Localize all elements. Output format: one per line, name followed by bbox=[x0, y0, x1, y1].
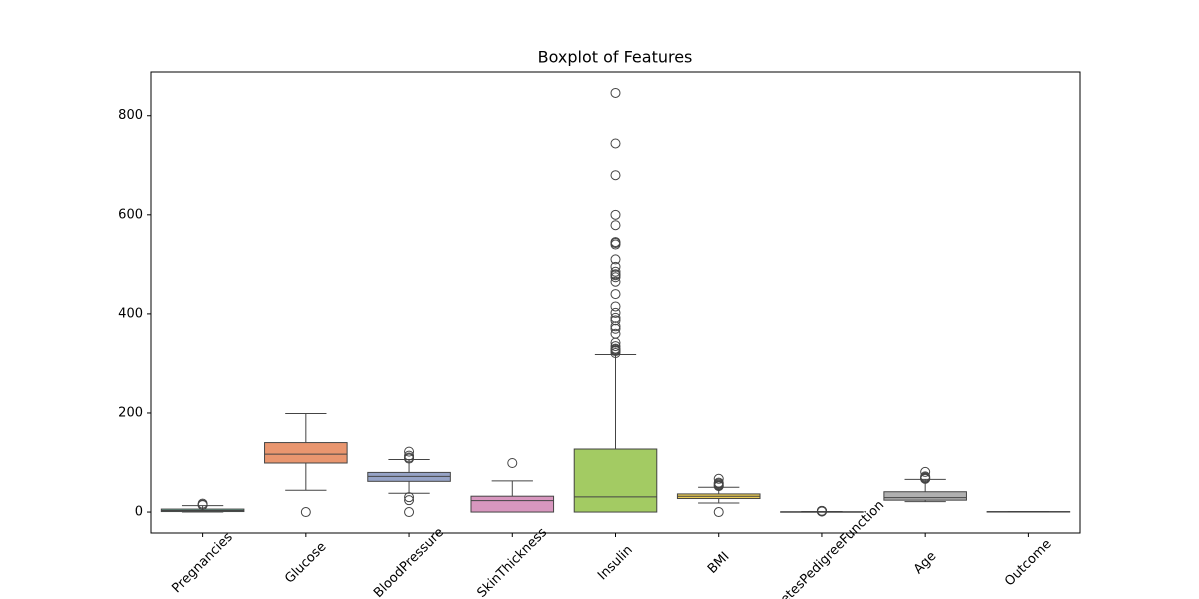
y-tick-label: 400 bbox=[118, 306, 143, 321]
outlier bbox=[610, 87, 621, 98]
outlier bbox=[197, 498, 208, 509]
outlier bbox=[610, 323, 621, 334]
outlier bbox=[404, 507, 415, 518]
outlier bbox=[610, 237, 621, 248]
outlier bbox=[610, 328, 621, 339]
outlier bbox=[610, 138, 621, 149]
y-tick-label: 600 bbox=[118, 207, 143, 222]
chart-title: Boxplot of Features bbox=[538, 48, 693, 67]
x-tick-label: Outcome bbox=[1002, 537, 1055, 590]
outlier bbox=[713, 473, 724, 484]
outlier bbox=[610, 266, 621, 277]
outlier bbox=[300, 507, 311, 518]
outlier bbox=[404, 492, 415, 503]
box bbox=[573, 448, 658, 513]
outlier bbox=[610, 269, 621, 280]
x-tick-label: Pregnancies bbox=[169, 530, 236, 597]
outlier bbox=[610, 276, 621, 287]
outlier bbox=[610, 321, 621, 332]
outlier bbox=[816, 505, 827, 516]
y-tick-label: 200 bbox=[118, 405, 143, 420]
outlier bbox=[713, 477, 724, 488]
outlier bbox=[610, 209, 621, 220]
outlier bbox=[610, 341, 621, 352]
outlier bbox=[610, 220, 621, 231]
outlier bbox=[610, 315, 621, 326]
outlier bbox=[404, 450, 415, 461]
x-tick-label: DiabetesPedigreeFunction bbox=[757, 498, 887, 599]
outlier bbox=[610, 301, 621, 312]
box bbox=[264, 442, 348, 464]
outlier bbox=[610, 170, 621, 181]
box bbox=[470, 495, 555, 513]
outlier bbox=[404, 495, 415, 506]
box bbox=[883, 491, 967, 501]
outlier bbox=[404, 446, 415, 457]
outlier bbox=[610, 289, 621, 300]
outlier bbox=[610, 261, 621, 272]
outlier bbox=[610, 254, 621, 265]
x-tick-label: BMI bbox=[705, 549, 733, 577]
outlier bbox=[610, 343, 621, 354]
x-tick-label: Insulin bbox=[595, 543, 636, 584]
outlier bbox=[920, 466, 931, 477]
outlier bbox=[507, 458, 518, 469]
y-tick-label: 0 bbox=[135, 505, 143, 520]
outlier bbox=[920, 471, 931, 482]
outlier bbox=[610, 307, 621, 318]
outlier bbox=[610, 312, 621, 323]
x-tick-label: Glucose bbox=[282, 539, 329, 586]
x-tick-label: Age bbox=[911, 549, 939, 577]
y-tick-label: 800 bbox=[118, 108, 143, 123]
outlier bbox=[713, 507, 724, 518]
